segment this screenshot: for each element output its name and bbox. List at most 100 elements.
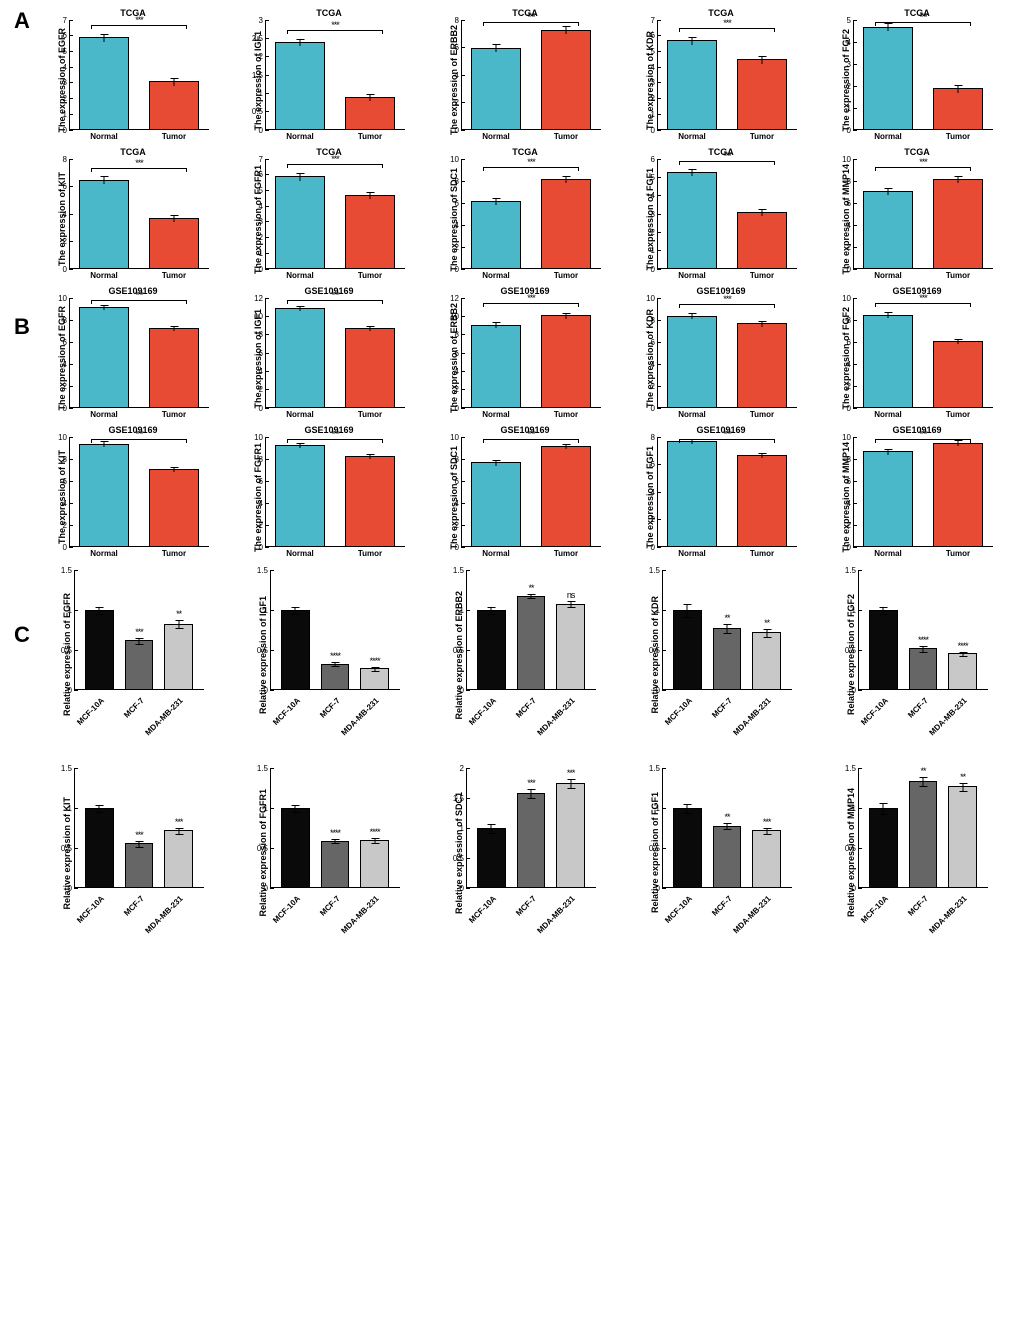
y-tick-label: 1 bbox=[264, 804, 268, 813]
x-axis-label: Normal bbox=[79, 132, 129, 141]
bar-tumor bbox=[149, 218, 199, 269]
bar-chart-fgfr1: GSE109169The expression of FGFR10246810*… bbox=[234, 425, 424, 558]
y-tick-label: 6 bbox=[455, 199, 459, 208]
x-axis-label: Normal bbox=[863, 271, 913, 280]
y-tick-label: 4 bbox=[651, 488, 655, 497]
x-axis-label: Normal bbox=[863, 132, 913, 141]
y-tick-label: 2 bbox=[847, 382, 851, 391]
y-tick-label: 2 bbox=[259, 52, 263, 61]
bar-mda-mb-231: **** bbox=[360, 840, 389, 888]
y-tick-label: 4 bbox=[63, 499, 67, 508]
bar-chart-kit: Relative expression of KIT00.511.5******… bbox=[38, 768, 228, 938]
bar-normal bbox=[863, 315, 913, 409]
y-tick-label: 2 bbox=[847, 243, 851, 252]
y-axis-label: The expression of ERBB2 bbox=[449, 25, 459, 135]
bar-mda-mb-231: ** bbox=[164, 624, 193, 690]
bar-tumor bbox=[933, 341, 983, 408]
significance-text: **** bbox=[370, 827, 380, 837]
x-axis-label: MCF-10A bbox=[663, 894, 694, 925]
significance-text: *** bbox=[92, 429, 185, 439]
y-tick-label: 0.5 bbox=[257, 646, 268, 655]
y-tick-label: 1 bbox=[460, 606, 464, 615]
bar-mcf-10a bbox=[281, 610, 310, 690]
bar-normal bbox=[79, 444, 129, 547]
bar-normal bbox=[79, 307, 129, 408]
y-tick-label: 5 bbox=[651, 47, 655, 56]
panel-label-b: B bbox=[14, 314, 30, 340]
significance-bracket: *** bbox=[91, 300, 186, 304]
bar-mcf-10a bbox=[673, 610, 702, 690]
y-tick-label: 6 bbox=[259, 477, 263, 486]
bar-mcf-7: ** bbox=[909, 781, 938, 888]
y-tick-label: 0 bbox=[68, 884, 72, 893]
x-axis-label: MDA-MB-231 bbox=[928, 696, 969, 737]
bar-chart-fgf2: GSE109169The expression of FGF20246810**… bbox=[822, 286, 1012, 419]
significance-text: *** bbox=[484, 293, 577, 303]
significance-bracket: *** bbox=[483, 167, 578, 171]
y-tick-label: 4 bbox=[259, 367, 263, 376]
bar-chart-sdc1: GSE109169The expression of SDC10246810**… bbox=[430, 425, 620, 558]
y-tick-label: 1 bbox=[68, 804, 72, 813]
bar-chart-kit: TCGAThe expression of KIT02468***NormalT… bbox=[38, 147, 228, 280]
significance-bracket: *** bbox=[287, 439, 382, 443]
y-tick-label: 0.5 bbox=[845, 844, 856, 853]
y-tick-label: 4 bbox=[455, 499, 459, 508]
x-axis-label: Normal bbox=[275, 410, 325, 419]
panel-b-row2: GSE109169The expression of KIT0246810***… bbox=[8, 425, 1012, 558]
bar-chart-erbb2: GSE109169The expression of ERBB202468101… bbox=[430, 286, 620, 419]
x-axis-label: MDA-MB-231 bbox=[340, 696, 381, 737]
bar-normal bbox=[471, 462, 521, 547]
y-tick-label: 2 bbox=[63, 237, 67, 246]
significance-text: *** bbox=[484, 429, 577, 439]
y-tick-label: 8 bbox=[651, 433, 655, 442]
bar-normal bbox=[79, 180, 129, 269]
significance-bracket: *** bbox=[287, 164, 382, 168]
chart-title: TCGA bbox=[904, 147, 930, 157]
y-tick-label: 0 bbox=[651, 126, 655, 135]
x-axis-label: MCF-10A bbox=[467, 696, 498, 727]
y-tick-label: 1 bbox=[63, 110, 67, 119]
y-tick-label: 2 bbox=[455, 243, 459, 252]
y-tick-label: 0 bbox=[651, 404, 655, 413]
y-tick-label: 1 bbox=[651, 110, 655, 119]
x-axis-label: Tumor bbox=[149, 271, 199, 280]
x-axis-label: MCF-10A bbox=[75, 696, 106, 727]
y-tick-label: 6 bbox=[651, 460, 655, 469]
bar-tumor bbox=[541, 179, 591, 269]
x-axis-label: Tumor bbox=[737, 410, 787, 419]
panel-a-row2: TCGAThe expression of KIT02468***NormalT… bbox=[8, 147, 1012, 280]
bar-normal bbox=[275, 308, 325, 408]
y-tick-label: 7 bbox=[63, 16, 67, 25]
significance-text: ** bbox=[960, 772, 965, 782]
bar-normal bbox=[275, 42, 325, 130]
significance-text: *** bbox=[92, 158, 185, 168]
y-tick-label: 6 bbox=[259, 349, 263, 358]
y-tick-label: 8 bbox=[455, 330, 459, 339]
y-tick-label: 4 bbox=[259, 202, 263, 211]
x-axis-label: Normal bbox=[79, 410, 129, 419]
x-axis-label: MCF-7 bbox=[122, 894, 146, 918]
y-tick-label: 0.5 bbox=[453, 646, 464, 655]
bar-chart-sdc1: TCGAThe expression of SDC10246810***Norm… bbox=[430, 147, 620, 280]
y-tick-label: 0.5 bbox=[257, 844, 268, 853]
bar-tumor bbox=[541, 446, 591, 547]
y-tick-label: 8 bbox=[847, 177, 851, 186]
bar-tumor bbox=[149, 328, 199, 408]
bar-mcf-10a bbox=[869, 610, 898, 690]
bar-chart-fgfr1: TCGAThe expression of FGFR101234567***No… bbox=[234, 147, 424, 280]
significance-text: *** bbox=[876, 12, 969, 22]
y-tick-label: 2 bbox=[455, 521, 459, 530]
y-tick-label: 3 bbox=[651, 78, 655, 87]
y-tick-label: 3 bbox=[259, 16, 263, 25]
significance-bracket: *** bbox=[287, 300, 382, 304]
x-axis-label: MCF-10A bbox=[467, 894, 498, 925]
x-axis-label: Tumor bbox=[149, 410, 199, 419]
y-tick-label: 10 bbox=[842, 433, 851, 442]
y-tick-label: 1 bbox=[460, 824, 464, 833]
y-tick-label: 1 bbox=[264, 606, 268, 615]
significance-text: *** bbox=[763, 817, 771, 827]
significance-bracket: *** bbox=[679, 161, 774, 165]
y-tick-label: 0 bbox=[259, 265, 263, 274]
y-tick-label: 4 bbox=[455, 71, 459, 80]
x-axis-label: Tumor bbox=[933, 410, 983, 419]
